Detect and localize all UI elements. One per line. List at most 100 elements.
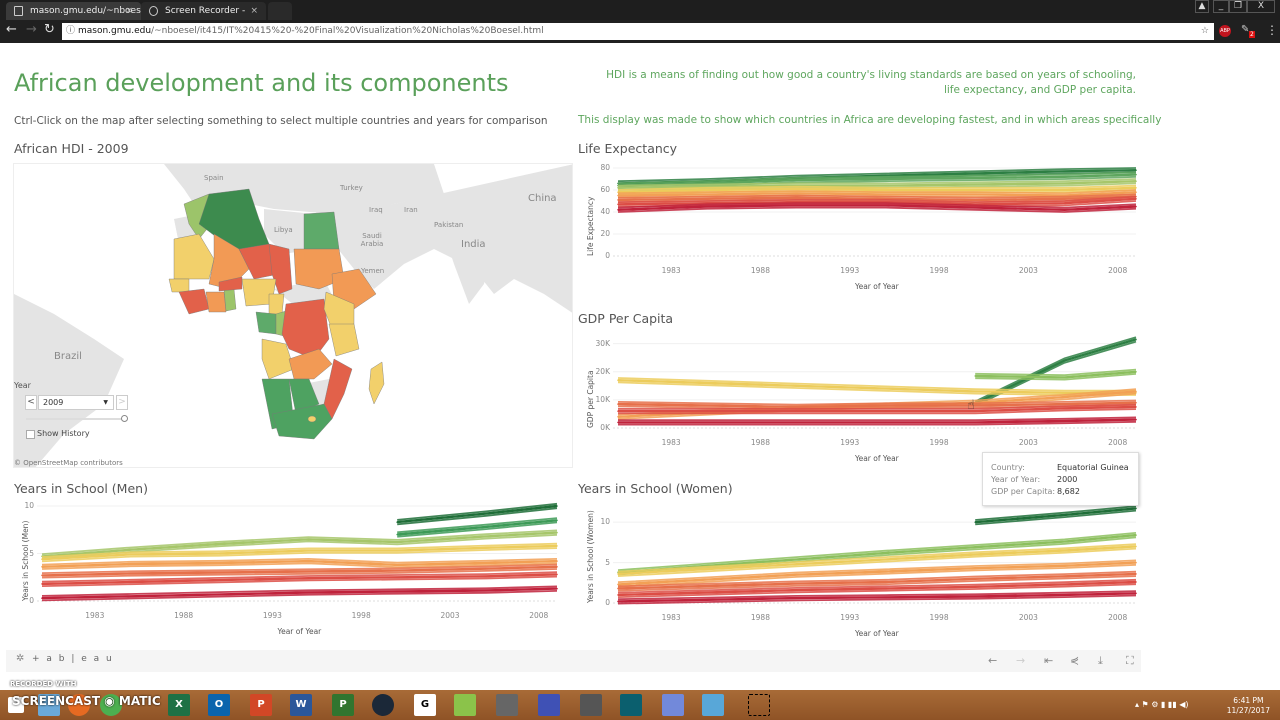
data-point [1135, 406, 1137, 408]
data-point [974, 390, 977, 393]
map-label-libya: Libya [274, 226, 293, 234]
taskbar-project[interactable]: P [332, 694, 354, 716]
tooltip-value-year: 2000 [1057, 475, 1078, 484]
data-point [396, 590, 398, 593]
data-point [706, 205, 709, 208]
map-title: African HDI - 2009 [14, 141, 129, 156]
x-tick-label: 1983 [661, 613, 681, 622]
x-tick-label: 1998 [351, 611, 371, 620]
taskbar-audio-app[interactable] [454, 694, 476, 716]
data-point [1063, 396, 1066, 398]
info-icon: ⓘ [66, 26, 76, 36]
data-point [706, 198, 709, 200]
data-point [795, 179, 798, 181]
profile-icon[interactable]: ▲ [1195, 0, 1209, 13]
redo-icon[interactable]: → [1016, 654, 1026, 667]
forward-icon[interactable]: → [26, 22, 37, 37]
taskbar-chrome[interactable] [100, 694, 122, 716]
map-canvas[interactable] [14, 164, 573, 468]
taskbar-excel[interactable]: X [168, 694, 190, 716]
map-label-india: India [461, 239, 486, 250]
taskbar-outlook[interactable]: O [208, 694, 230, 716]
data-point [218, 552, 221, 555]
data-point [795, 558, 798, 561]
tray-icons[interactable]: ▴ ⚑ ⚙ ▮ ▮▮ ◀) [1135, 700, 1189, 709]
taskbar-steam[interactable] [372, 694, 394, 716]
minimize-button[interactable]: _ [1213, 0, 1229, 13]
data-point [617, 415, 619, 418]
year-dropdown[interactable]: 2009 ▼ [38, 395, 114, 410]
year-prev-button[interactable]: < [25, 395, 37, 410]
years-in-school-women-chart[interactable] [0, 43, 1280, 683]
data-point [706, 598, 709, 601]
start-button[interactable] [8, 697, 24, 713]
download-icon[interactable]: ⤓ [1098, 654, 1103, 667]
data-point [1063, 176, 1066, 178]
x-axis-title: Year of Year [855, 629, 899, 638]
series-line-mid-low [41, 562, 558, 570]
close-tab-icon[interactable]: × [125, 6, 133, 16]
years-in-school-men-chart[interactable] [0, 43, 1280, 683]
year-next-button[interactable]: > [116, 395, 128, 410]
africa-hdi-map[interactable]: Spain Turkey Iraq Iran Libya Saudi Arabi… [13, 163, 573, 468]
gdp-per-capita-chart[interactable] [0, 43, 1280, 683]
taskbar-gimp[interactable] [496, 694, 518, 716]
taskbar-app[interactable] [620, 694, 642, 716]
data-point [885, 558, 887, 561]
taskbar-discord[interactable] [662, 694, 684, 716]
undo-icon[interactable]: ← [988, 654, 998, 667]
taskbar-snipping-tool[interactable] [748, 694, 770, 716]
series-line-low [617, 575, 1137, 592]
close-tab-icon[interactable]: × [250, 6, 258, 16]
data-point [1135, 401, 1137, 404]
taskbar-word[interactable]: W [290, 694, 312, 716]
data-point [1135, 545, 1137, 548]
data-point [129, 572, 132, 575]
taskbar-network-app[interactable] [538, 694, 560, 716]
data-point [41, 583, 43, 585]
data-point [1135, 581, 1137, 583]
series-line-top [617, 167, 1137, 183]
taskbar-firefox[interactable] [68, 694, 90, 716]
taskbar-speaker-app[interactable] [580, 694, 602, 716]
x-axis-title: Year of Year [855, 454, 899, 463]
reload-icon[interactable]: ↻ [44, 22, 55, 37]
data-point [1063, 583, 1066, 586]
taskbar-powerpoint[interactable]: P [250, 694, 272, 716]
data-point [218, 562, 221, 564]
url-path: /~nboesel/it415/IT%20415%20-%20Final%20V… [151, 26, 544, 36]
year-slider[interactable] [26, 418, 123, 420]
revert-icon[interactable]: ⇤ [1044, 654, 1054, 667]
restore-button[interactable]: ❐ [1229, 0, 1247, 13]
data-point [795, 582, 798, 585]
bookmark-star-icon[interactable]: ☆ [1200, 26, 1209, 36]
show-history-checkbox[interactable] [26, 430, 35, 439]
taskbar-file-explorer[interactable] [38, 694, 60, 716]
browser-tab-recorder[interactable]: Screen Recorder - Recor × [141, 2, 266, 34]
extension-icon[interactable]: ✎ [1241, 24, 1250, 35]
data-point [885, 189, 887, 191]
new-tab-button[interactable] [268, 2, 292, 20]
taskbar-media-player[interactable] [702, 694, 724, 716]
menu-icon[interactable]: ⋮ [1266, 23, 1278, 37]
life-expectancy-title: Life Expectancy [578, 141, 678, 156]
data-point [974, 189, 977, 191]
fullscreen-icon[interactable]: ⛶ [1126, 654, 1134, 667]
data-point [1135, 507, 1137, 510]
tab-label: mason.gmu.edu/~nboes [30, 6, 141, 16]
share-icon[interactable]: ⋞ [1070, 654, 1080, 667]
hdi-description: HDI is a means of finding out how good a… [606, 69, 1136, 96]
back-icon[interactable]: ← [6, 22, 17, 37]
address-bar[interactable]: ⓘ mason.gmu.edu/~nboesel/it415/IT%20415%… [62, 23, 1214, 40]
taskbar-g-app[interactable]: G [414, 694, 436, 716]
south-america-landmass [14, 294, 124, 467]
series-line-high [397, 517, 558, 534]
data-point [974, 546, 977, 549]
life-expectancy-chart[interactable] [0, 43, 1280, 683]
browser-tab-active[interactable]: mason.gmu.edu/~nboes × [6, 2, 141, 20]
year-slider-handle[interactable] [121, 415, 128, 422]
x-tick-label: 1988 [750, 266, 770, 275]
map-label-iraq: Iraq [369, 206, 383, 214]
close-window-button[interactable]: X [1247, 0, 1275, 13]
adblock-icon[interactable]: ABP [1219, 25, 1231, 37]
